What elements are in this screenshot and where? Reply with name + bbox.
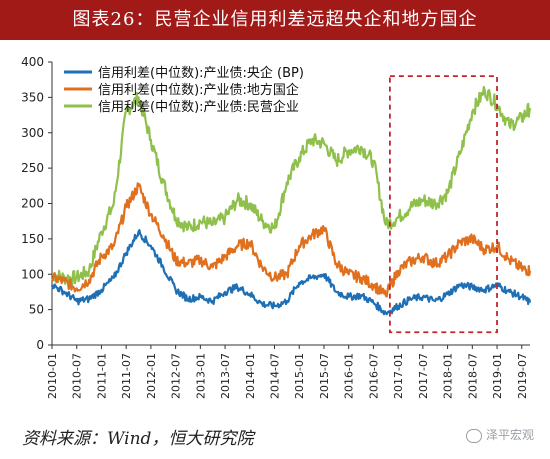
legend-label-1: 信用利差(中位数):产业债:央企 (BP) [98, 65, 304, 81]
x-tick-label: 2018-07 [466, 353, 479, 399]
x-tick-label: 2017-01 [392, 353, 405, 399]
line-chart: 0 50 100 150 200 250 300 350 400 2010-01 2010-07 20… [21, 55, 532, 399]
watermark: 泽平宏观 [465, 426, 534, 443]
x-tick-label: 2016-01 [343, 353, 356, 399]
x-tick-label: 2015-01 [293, 353, 306, 399]
x-tick-label: 2016-07 [367, 353, 380, 399]
watermark-text: 泽平宏观 [485, 428, 534, 442]
wechat-icon [465, 428, 482, 443]
source-note: 资料来源：Wind，恒大研究院 [22, 429, 254, 449]
legend-label-3: 信用利差(中位数):产业债:民营企业 [98, 99, 299, 115]
x-tick-label: 2010-01 [46, 353, 59, 399]
x-tick-label: 2012-01 [145, 353, 158, 399]
series-line-1 [50, 229, 532, 316]
x-tick-label: 2012-07 [170, 353, 183, 399]
y-tick-label: 400 [21, 55, 44, 69]
y-tick-label: 50 [29, 303, 44, 317]
x-tick-label: 2017-07 [417, 353, 430, 399]
x-tick-label: 2011-01 [95, 353, 108, 399]
x-tick-label: 2019-01 [491, 353, 504, 399]
y-tick-label: 200 [21, 197, 44, 211]
chart-title: 图表26：民营企业信用利差远超央企和地方国企 [72, 9, 478, 30]
x-tick-label: 2013-01 [194, 353, 207, 399]
legend-label-2: 信用利差(中位数):产业债:地方国企 [98, 82, 299, 98]
x-tick-label: 2019-07 [516, 353, 529, 399]
y-tick-label: 350 [21, 90, 44, 104]
y-tick-label: 100 [21, 267, 44, 281]
x-tick-label: 2010-07 [71, 353, 84, 399]
series-line-3 [51, 85, 532, 286]
y-tick-label: 0 [36, 338, 44, 352]
x-tick-label: 2011-07 [120, 353, 133, 399]
x-tick-label: 2018-01 [442, 353, 455, 399]
x-tick-label: 2015-07 [318, 353, 331, 399]
x-tick-label: 2014-01 [244, 353, 257, 399]
series-line-2 [50, 182, 532, 298]
y-tick-label: 150 [21, 232, 44, 246]
highlight-box [388, 75, 498, 334]
title-bar [0, 0, 550, 40]
x-tick-label: 2013-07 [219, 353, 232, 399]
x-tick-label: 2014-07 [269, 353, 282, 399]
y-tick-label: 250 [21, 161, 44, 175]
y-tick-label: 300 [21, 126, 44, 140]
